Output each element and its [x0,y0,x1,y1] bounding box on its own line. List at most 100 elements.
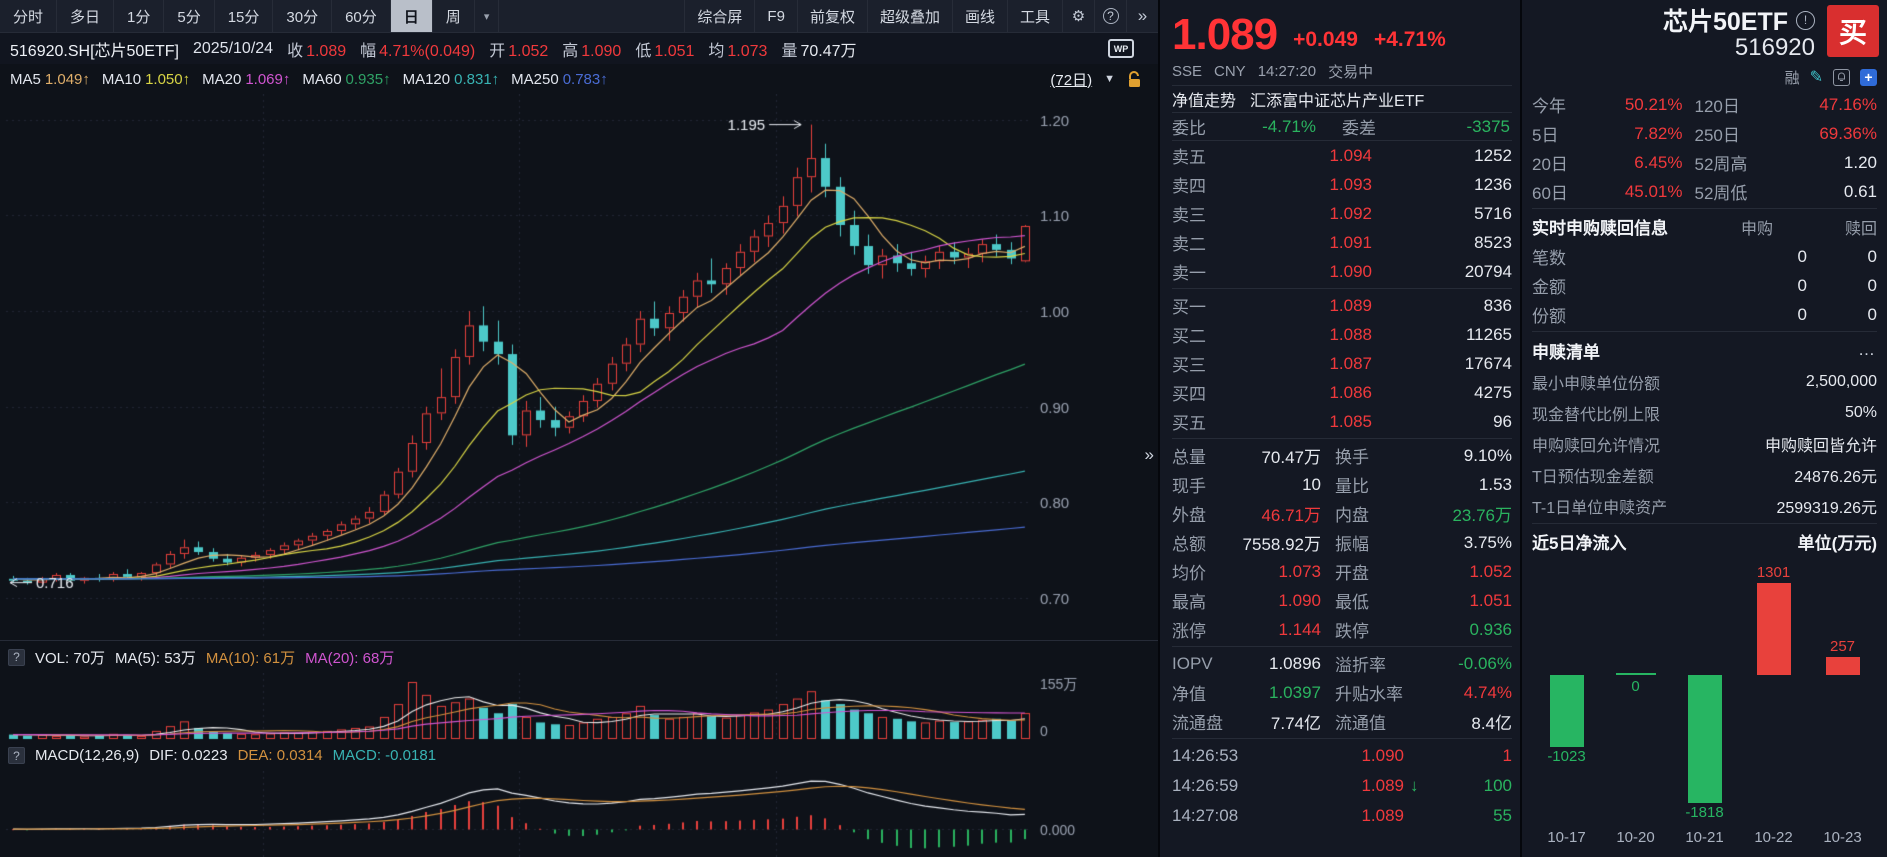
divider [1172,438,1512,439]
redemption-list-row: T日预估现金差额 24876.26元 [1532,468,1877,486]
indicator-help-icon[interactable]: ? [8,648,25,666]
ask-row[interactable]: 卖三 1.092 5716 [1172,203,1512,226]
weicha-value: -3375 [1466,116,1510,136]
add-icon[interactable]: + [1860,68,1877,86]
tab-60min[interactable]: 60分 [332,0,391,32]
quote-panel-left: 1.089 +0.049 +4.71% SSE CNY 14:27:20 交易中… [1160,0,1522,857]
macd-value: MACD: -0.0181 [332,747,437,764]
subscription-rows: 笔数 0 0 金额 0 0 份额 0 0 [1532,242,1877,329]
period-tabs: 分时 多日 1分 5分 15分 30分 60分 日 周 ▾ [0,0,500,32]
tab-15min[interactable]: 15分 [215,0,274,32]
help-icon[interactable]: ? [1094,0,1126,32]
subscribe-col-label: 申购 [1741,220,1774,238]
buy-button[interactable]: 买 [1827,5,1879,57]
net-inflow-date: 10-17 [1547,829,1586,846]
divider [1172,288,1512,289]
bid-row[interactable]: 买一 1.089 836 [1172,295,1512,318]
macd-canvas[interactable] [0,771,1160,857]
toolbar-more-icon[interactable]: » [1126,0,1158,32]
toolbar-menus: 综合屏 F9 前复权 超级叠加 画线 工具 ⚙ ? » [684,0,1158,32]
info-icon[interactable]: ! [1796,10,1815,30]
vol-ma20: MA(20): 68万 [305,649,395,667]
net-inflow-chart: -1023 0 -1818 1301 257 [1532,557,1877,829]
menu-tools[interactable]: 工具 [1006,0,1062,32]
indicator-help-icon[interactable]: ? [8,747,25,764]
redeem-col-label: 赎回 [1844,220,1877,238]
ask-row[interactable]: 卖二 1.091 8523 [1172,232,1512,255]
bid-row[interactable]: 买四 1.086 4275 [1172,382,1512,405]
vol-value: VOL: 70万 [35,649,106,667]
nav-trend-link[interactable]: 净值走势 [1172,93,1237,110]
redemption-list-header: 申赎清单 … [1532,334,1877,366]
net-inflow-date: 10-22 [1754,829,1793,846]
kline-canvas[interactable] [0,94,1160,640]
quote-panel: 1.089 +0.049 +4.71% SSE CNY 14:27:20 交易中… [1160,0,1887,857]
ask-row[interactable]: 卖一 1.090 20794 [1172,261,1512,284]
menu-f9[interactable]: F9 [754,0,797,32]
period-dropdown-icon[interactable]: ▾ [475,0,500,32]
tab-multiday[interactable]: 多日 [57,0,115,32]
etf-stat-row: IOPV 1.0896 溢折率 -0.06% [1172,653,1512,676]
edit-icon[interactable]: ✎ [1809,69,1823,86]
tab-weekly[interactable]: 周 [433,0,475,32]
menu-super-overlay[interactable]: 超级叠加 [866,0,952,32]
weibi-row: 委比 -4.71% 委差 -3375 [1172,113,1512,141]
tab-30min[interactable]: 30分 [273,0,333,32]
tab-daily[interactable]: 日 [390,0,433,32]
redemption-list-row: 现金替代比例上限 50% [1532,403,1877,424]
stat-row: 总额 7558.92万 振幅 3.75% [1172,532,1512,555]
quote-field: 高 1.090 [562,42,622,60]
wp-widget-icon[interactable]: WP [1108,39,1134,58]
market-status: 交易中 [1328,64,1374,81]
menu-composite-screen[interactable]: 综合屏 [684,0,754,32]
returns-grid: 今年 50.21% 120日 47.16% 5日 7.82% 250日 69.36% 20日 6.… [1532,90,1877,206]
ma-item: MA60 0.935↑ [302,70,391,88]
gear-icon[interactable]: ⚙ [1062,0,1094,32]
subscription-row: 笔数 0 0 [1532,246,1877,269]
weibi-label: 委比 [1172,119,1206,138]
redemption-list-row: 申购赎回允许情况 申购赎回皆允许 [1532,437,1877,455]
stat-row: 均价 1.073 开盘 1.052 [1172,561,1512,584]
divider [1532,208,1877,209]
divider [1532,331,1877,332]
bid-row[interactable]: 买三 1.087 17674 [1172,353,1512,376]
divider [1532,523,1877,524]
currency-label: CNY [1214,63,1246,80]
tab-intraday[interactable]: 分时 [0,0,58,32]
menu-forward-adjust[interactable]: 前复权 [796,0,867,32]
macd-chart [0,771,1160,857]
tick-row: 14:26:59 1.089 ↓ 100 [1172,776,1512,795]
netflow-value: 0 [1631,677,1640,695]
bid-row[interactable]: 买五 1.085 96 [1172,411,1512,434]
quote-field: 量 70.47万 [781,42,857,60]
symbol-label[interactable]: 516920.SH[芯片50ETF] [10,42,179,60]
pane-expand-icon[interactable]: » [1144,445,1154,464]
more-options-icon[interactable]: … [1858,340,1877,359]
return-row: 今年 50.21% 120日 47.16% [1532,94,1877,117]
menu-draw-line[interactable]: 画线 [951,0,1007,32]
netflow-bar [1549,674,1584,747]
volume-canvas[interactable] [0,673,1160,740]
return-row: 5日 7.82% 250日 69.36% [1532,123,1877,146]
net-inflow-title: 近5日净流入 [1532,534,1627,553]
range-caret-icon[interactable]: ▼ [1104,73,1115,85]
divider [1172,646,1512,647]
ask-row[interactable]: 卖五 1.094 1252 [1172,145,1512,168]
toolbar: 分时 多日 1分 5分 15分 30分 60分 日 周 ▾ 综合屏 F9 前复权… [0,0,1158,33]
unlock-icon[interactable] [1127,70,1142,88]
subscription-row: 金额 0 0 [1532,275,1877,298]
macd-header: ? MACD(12,26,9) DIF: 0.0223 DEA: 0.0314 … [0,740,1158,771]
session-info: SSE CNY 14:27:20 交易中 [1172,58,1512,86]
margin-flag[interactable]: 融 [1784,69,1800,87]
tab-5min[interactable]: 5分 [164,0,215,32]
alert-icon[interactable] [1833,68,1850,86]
tab-1min[interactable]: 1分 [114,0,165,32]
netflow-bar [1825,656,1860,675]
bid-row[interactable]: 买二 1.088 11265 [1172,324,1512,347]
weicha-label: 委差 [1342,119,1376,138]
last-price: 1.089 [1172,9,1278,59]
ask-row[interactable]: 卖四 1.093 1236 [1172,174,1512,197]
quote-field: 均 1.073 [708,42,768,60]
visible-range-label[interactable]: (72日) [1050,71,1093,89]
